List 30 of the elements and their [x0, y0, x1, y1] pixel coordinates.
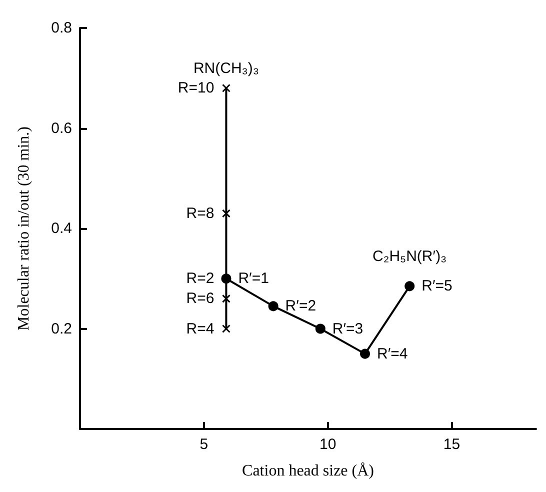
- annotation: R′=1: [238, 270, 269, 288]
- point: [360, 348, 370, 359]
- x-axis-title: Cation head size (Å): [242, 462, 374, 480]
- y-axis-title: Molecular ratio in/out (30 min.): [16, 126, 32, 330]
- point: [268, 301, 278, 312]
- point: [315, 324, 326, 334]
- series-label: RN(CH₃)₃: [193, 60, 259, 78]
- point: [404, 281, 415, 292]
- point: [222, 294, 230, 303]
- annotation: R=2: [186, 270, 214, 288]
- series-label: C₂H₅N(R′)₃: [372, 248, 447, 266]
- annotation: R′=5: [422, 278, 452, 295]
- annotation: R′=2: [285, 298, 316, 315]
- x-tick-label: 10: [319, 436, 336, 453]
- point: [222, 209, 230, 218]
- x-tick-label: 15: [443, 436, 460, 453]
- annotation: R′=4: [377, 345, 408, 362]
- annotation: R=6: [186, 290, 214, 308]
- point: [222, 84, 230, 92]
- y-tick-label: 0.4: [51, 220, 72, 237]
- y-tick-label: 0.2: [51, 320, 72, 338]
- annotation: R=4: [186, 320, 214, 338]
- y-tick-label: 0.6: [51, 120, 72, 137]
- annotation: R=8: [186, 204, 214, 222]
- point: [221, 274, 232, 284]
- y-tick-label: 0.8: [51, 20, 72, 36]
- x-tick-label: 5: [200, 436, 208, 453]
- annotation: R′=3: [332, 320, 364, 338]
- annotation: R=10: [178, 80, 214, 97]
- point: [222, 324, 230, 333]
